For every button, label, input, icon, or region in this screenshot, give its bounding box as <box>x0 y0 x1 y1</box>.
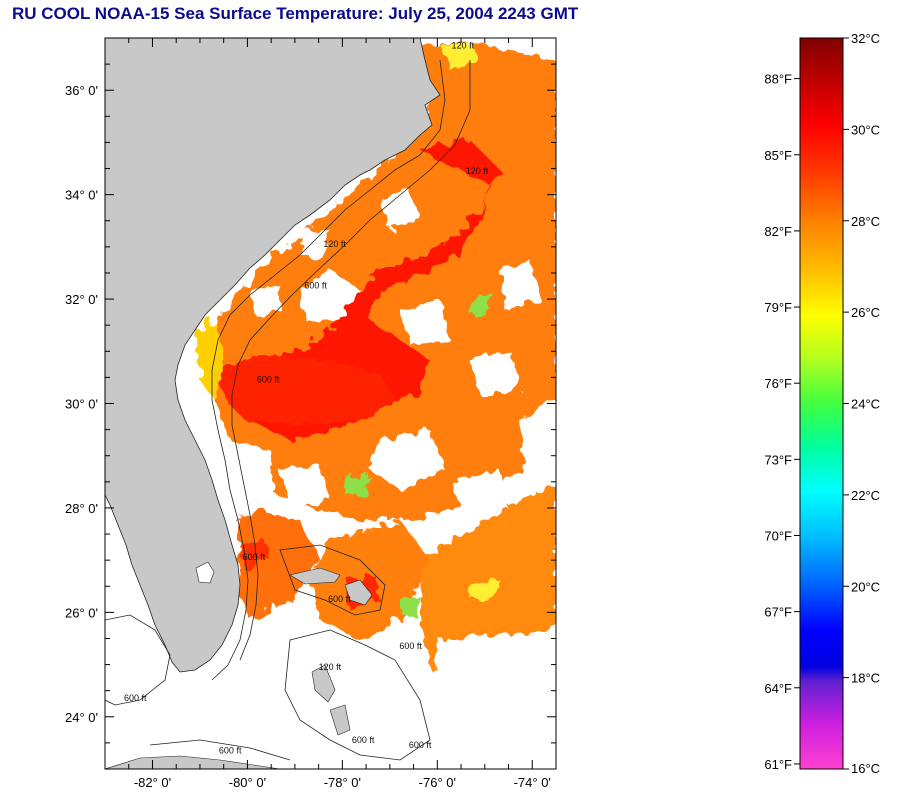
contour-label: 600 ft <box>352 735 375 745</box>
sst-orange-florida-strait <box>235 510 320 620</box>
contour-label: 600 ft <box>243 552 266 562</box>
lon-tick-label: -78° 0' <box>324 775 361 790</box>
fahrenheit-label: 61°F <box>764 757 792 772</box>
fahrenheit-label: 73°F <box>764 452 792 467</box>
fahrenheit-label: 64°F <box>764 681 792 696</box>
page-title: RU COOL NOAA-15 Sea Surface Temperature:… <box>12 4 579 23</box>
lake-okeechobee <box>195 561 215 584</box>
contour-600ft <box>231 60 471 661</box>
lon-tick-label: -74° 0' <box>514 775 551 790</box>
bathymetry-contours <box>105 59 471 761</box>
contour-bahamas <box>279 544 386 616</box>
contour-label: 600 ft <box>219 745 242 755</box>
fahrenheit-label: 67°F <box>764 605 792 620</box>
lat-tick-label: 34° 0' <box>65 188 98 203</box>
lat-tick-label: 32° 0' <box>65 292 98 307</box>
contour-bahamas-south <box>284 629 431 761</box>
contour-label: 600 ft <box>124 693 147 703</box>
contour-label: 120 ft <box>452 40 475 50</box>
sst-orange-southeast <box>420 485 556 670</box>
lat-tick-label: 26° 0' <box>65 605 98 620</box>
lat-tick-label: 36° 0' <box>65 83 98 98</box>
sst-red-florida-coast <box>240 540 270 570</box>
lat-tick-labels: 36° 0' 34° 0' 32° 0' 30° 0' 28° 0' 26° 0' 24° … <box>65 83 98 725</box>
contour-florida-bay <box>105 614 171 706</box>
celsius-label: 24°C <box>851 397 880 412</box>
lat-tick-label: 24° 0' <box>65 710 98 725</box>
land-us-east-coast <box>105 38 441 673</box>
celsius-label: 30°C <box>851 122 880 137</box>
colorbar: 32°C 30°C 28°C 26°C 24°C 22°C 20°C 18°C 16°C 88°… <box>764 31 880 776</box>
colorbar-fahrenheit-labels: 88°F 85°F 82°F 79°F 76°F 73°F 70°F 67°F 64°F 61°F <box>764 72 800 772</box>
land-cuba <box>105 755 281 769</box>
celsius-label: 32°C <box>851 31 880 46</box>
fahrenheit-label: 82°F <box>764 224 792 239</box>
fahrenheit-label: 76°F <box>764 376 792 391</box>
fahrenheit-label: 79°F <box>764 300 792 315</box>
sst-field <box>195 42 556 670</box>
lat-tick-label: 30° 0' <box>65 397 98 412</box>
contour-label-group: 120 ft 120 ft 120 ft 600 ft 600 ft 600 ft 600 … <box>124 40 489 755</box>
sst-red-band <box>215 355 395 425</box>
celsius-label: 28°C <box>851 214 880 229</box>
lon-tick-labels: -82° 0' -80° 0' -78° 0' -76° 0' -74° 0' <box>134 775 551 790</box>
lon-tick-label: -80° 0' <box>229 775 266 790</box>
fahrenheit-label: 70°F <box>764 528 792 543</box>
celsius-label: 20°C <box>851 579 880 594</box>
contour-label: 600 ft <box>304 281 327 291</box>
map-panel: 120 ft 120 ft 120 ft 600 ft 600 ft 600 ft 600 … <box>65 37 557 790</box>
celsius-label: 22°C <box>851 488 880 503</box>
colorbar-celsius-labels: 32°C 30°C 28°C 26°C 24°C 22°C 20°C 18°C 16°C <box>843 31 880 776</box>
lon-tick-label: -82° 0' <box>134 775 171 790</box>
celsius-label: 18°C <box>851 671 880 686</box>
map-ticks <box>105 38 556 769</box>
contour-label: 600 ft <box>409 740 432 750</box>
fahrenheit-label: 88°F <box>764 72 792 87</box>
colorbar-bar <box>799 37 844 770</box>
sst-yellow-west <box>195 320 225 400</box>
contour-cuba <box>149 739 291 761</box>
contour-label: 600 ft <box>399 641 422 651</box>
contour-label: 120 ft <box>319 662 342 672</box>
bahamas-islands <box>289 567 373 736</box>
celsius-label: 26°C <box>851 305 880 320</box>
contour-120ft <box>211 59 446 681</box>
celsius-label: 16°C <box>851 761 880 776</box>
contour-label: 600 ft <box>257 375 280 385</box>
fahrenheit-label: 85°F <box>764 148 792 163</box>
contour-label: 120 ft <box>323 239 346 249</box>
contour-label: 120 ft <box>466 166 489 176</box>
lon-tick-label: -76° 0' <box>419 775 456 790</box>
contour-label: 600 ft <box>328 594 351 604</box>
lat-tick-label: 28° 0' <box>65 501 98 516</box>
